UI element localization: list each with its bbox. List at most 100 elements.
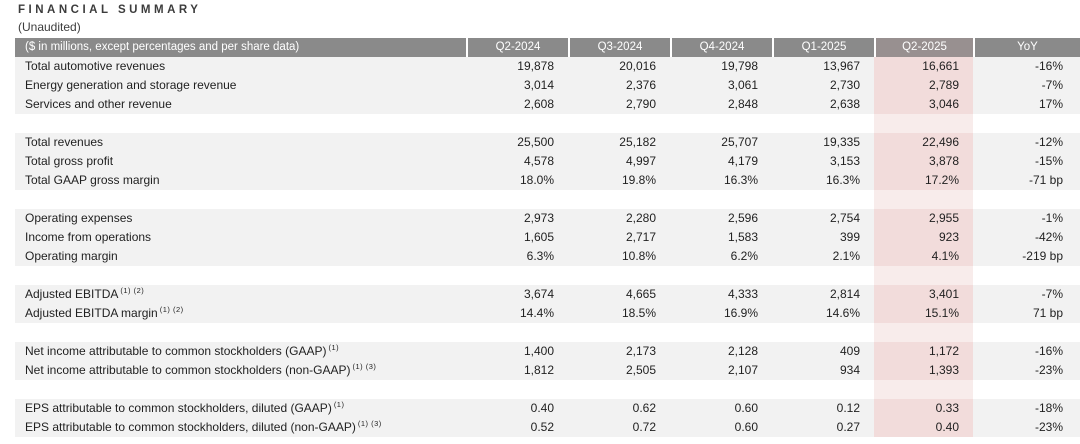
value-cell: 19,798 (670, 57, 772, 76)
page-title: FINANCIAL SUMMARY (18, 4, 202, 16)
value-cell: 4.1% (874, 247, 973, 266)
value-cell: 399 (772, 228, 874, 247)
value-cell: 409 (772, 342, 874, 361)
row-label-footnote: (1) (3) (357, 419, 382, 428)
table-row: Total gross profit 4,578 4,997 4,179 3,1… (15, 152, 1080, 171)
row-label-footnote (103, 134, 105, 143)
row-label-text: Energy generation and storage revenue (25, 78, 237, 92)
row-label-text: EPS attributable to common stockholders,… (25, 401, 332, 415)
value-cell: 19,335 (772, 133, 874, 152)
value-cell: 1,583 (670, 228, 772, 247)
value-cell: 25,182 (568, 133, 670, 152)
table-row: Total automotive revenues 19,878 20,016 … (15, 57, 1080, 76)
row-label: Income from operations (15, 228, 466, 247)
value-cell: 0.40 (874, 418, 973, 437)
value-cell: 2,173 (568, 342, 670, 361)
table-row: Energy generation and storage revenue 3,… (15, 76, 1080, 95)
value-cell: 6.2% (670, 247, 772, 266)
row-label: Operating expenses (15, 209, 466, 228)
yoy-cell: -15% (973, 152, 1080, 171)
value-cell: 17.2% (874, 171, 973, 190)
spacer-row (15, 190, 1080, 209)
value-cell: 3,153 (772, 152, 874, 171)
value-cell: 2,128 (670, 342, 772, 361)
value-cell: 4,578 (466, 152, 568, 171)
value-cell: 2,107 (670, 361, 772, 380)
value-cell: 0.52 (466, 418, 568, 437)
row-label-footnote (118, 248, 120, 257)
value-cell: 14.6% (772, 304, 874, 323)
row-label-text: Net income attributable to common stockh… (25, 363, 351, 377)
value-cell: 934 (772, 361, 874, 380)
column-header-q3-2024: Q3-2024 (568, 38, 670, 57)
yoy-cell: -12% (973, 133, 1080, 152)
yoy-cell: -23% (973, 361, 1080, 380)
yoy-cell: -219 bp (973, 247, 1080, 266)
table-body: Total automotive revenues 19,878 20,016 … (15, 57, 1080, 437)
value-cell: 0.40 (466, 399, 568, 418)
yoy-cell: -18% (973, 399, 1080, 418)
value-cell: 2,608 (466, 95, 568, 114)
row-label-text: Total automotive revenues (25, 59, 166, 73)
value-cell: 2,717 (568, 228, 670, 247)
column-header-q1-2025: Q1-2025 (772, 38, 874, 57)
column-header-yoy: YoY (973, 38, 1080, 57)
value-cell: 1,400 (466, 342, 568, 361)
row-label-text: Services and other revenue (25, 97, 172, 111)
value-cell: 2.1% (772, 247, 874, 266)
value-cell: 16.9% (670, 304, 772, 323)
value-cell: 3,674 (466, 285, 568, 304)
value-cell: 4,665 (568, 285, 670, 304)
value-cell: 2,848 (670, 95, 772, 114)
value-cell: 16.3% (670, 171, 772, 190)
table-row: Net income attributable to common stockh… (15, 342, 1080, 361)
row-label: EPS attributable to common stockholders,… (15, 399, 466, 418)
value-cell: 4,997 (568, 152, 670, 171)
financial-summary-table: ($ in millions, except percentages and p… (15, 38, 1080, 437)
table-row: EPS attributable to common stockholders,… (15, 399, 1080, 418)
yoy-cell: -7% (973, 76, 1080, 95)
yoy-cell: -16% (973, 57, 1080, 76)
value-cell: 0.72 (568, 418, 670, 437)
value-cell: 2,973 (466, 209, 568, 228)
row-label-text: Total GAAP gross margin (25, 173, 160, 187)
value-cell: 22,496 (874, 133, 973, 152)
row-label: Net income attributable to common stockh… (15, 342, 466, 361)
value-cell: 3,014 (466, 76, 568, 95)
value-cell: 4,179 (670, 152, 772, 171)
row-label: Total automotive revenues (15, 57, 466, 76)
row-label-footnote (113, 153, 115, 162)
value-cell: 15.1% (874, 304, 973, 323)
row-label-text: Operating margin (25, 249, 118, 263)
row-label-footnote: (1) (2) (120, 286, 145, 295)
spacer-row (15, 380, 1080, 399)
value-cell: 0.12 (772, 399, 874, 418)
value-cell: 6.3% (466, 247, 568, 266)
page-subtitle: (Unaudited) (18, 20, 81, 34)
spacer-row (15, 114, 1080, 133)
row-label: Operating margin (15, 247, 466, 266)
column-header-q4-2024: Q4-2024 (670, 38, 772, 57)
value-cell: 25,500 (466, 133, 568, 152)
row-label-footnote (132, 210, 134, 219)
value-cell: 2,730 (772, 76, 874, 95)
table-header-row: ($ in millions, except percentages and p… (15, 38, 1080, 57)
row-label-text: Adjusted EBITDA margin (25, 306, 158, 320)
value-cell: 2,790 (568, 95, 670, 114)
value-cell: 0.60 (670, 399, 772, 418)
value-cell: 3,061 (670, 76, 772, 95)
table-row: Income from operations 1,605 2,717 1,583… (15, 228, 1080, 247)
value-cell: 0.27 (772, 418, 874, 437)
value-cell: 3,878 (874, 152, 973, 171)
table-row: Total revenues 25,500 25,182 25,707 19,3… (15, 133, 1080, 152)
row-label-footnote: (1) (328, 343, 340, 352)
row-label-text: Adjusted EBITDA (25, 287, 119, 301)
row-label-text: Net income attributable to common stockh… (25, 344, 327, 358)
value-cell: 4,333 (670, 285, 772, 304)
value-cell: 19,878 (466, 57, 568, 76)
row-label: Total revenues (15, 133, 466, 152)
value-cell: 2,638 (772, 95, 874, 114)
table-row: Adjusted EBITDA margin (1) (2) 14.4% 18.5… (15, 304, 1080, 323)
row-label-text: Income from operations (25, 230, 152, 244)
value-cell: 0.62 (568, 399, 670, 418)
